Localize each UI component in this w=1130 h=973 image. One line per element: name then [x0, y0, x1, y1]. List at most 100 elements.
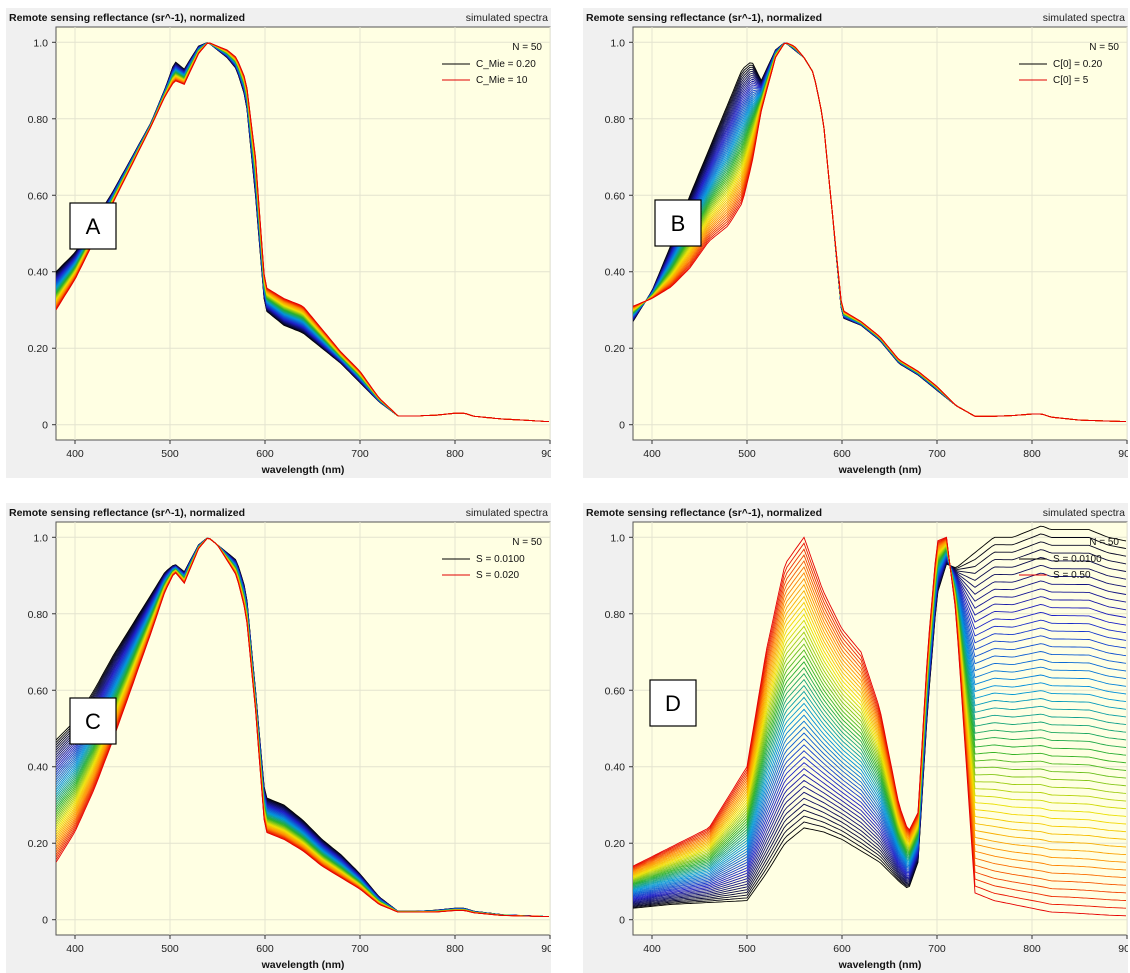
series-group: [633, 525, 1127, 917]
series-line: [633, 554, 1127, 895]
y-tick-label: 1.0: [610, 37, 625, 49]
legend-label: C[0] = 5: [1053, 75, 1089, 86]
legend-count: N = 50: [1089, 537, 1119, 548]
x-tick-label: 700: [928, 448, 946, 460]
series-group: [633, 42, 1127, 423]
series-line: [633, 541, 1127, 875]
legend-count: N = 50: [1089, 42, 1119, 53]
x-tick-label: 500: [161, 448, 179, 460]
series-line: [633, 549, 1127, 888]
x-tick-label: 800: [446, 943, 464, 955]
y-tick-label: 0.60: [605, 190, 626, 202]
x-tick-label: 600: [833, 448, 851, 460]
series-line: [633, 538, 1127, 886]
y-tick-label: 0.60: [28, 685, 49, 697]
chart-title: Remote sensing reflectance (sr^-1), norm…: [586, 507, 822, 519]
x-tick-label: 800: [1023, 448, 1041, 460]
x-axis-label: wavelength (nm): [261, 464, 345, 476]
panel-letter: B: [671, 211, 686, 236]
series-line: [633, 547, 1127, 885]
x-tick-label: 400: [66, 943, 84, 955]
chart-svg: Remote sensing reflectance (sr^-1), norm…: [583, 8, 1128, 478]
series-line: [633, 548, 1127, 886]
series-line: [633, 557, 1127, 901]
plot-area: [55, 26, 551, 441]
series-line: [633, 543, 1127, 878]
series-line: [633, 549, 1127, 907]
y-tick-label: 0.80: [28, 609, 49, 621]
x-tick-label: 700: [928, 943, 946, 955]
y-tick-label: 0: [619, 915, 625, 927]
series-line: [633, 560, 1127, 905]
x-tick-label: 600: [256, 448, 274, 460]
x-tick-label: 900: [541, 448, 551, 460]
y-tick-label: 0.40: [28, 267, 49, 279]
series-line: [633, 42, 1127, 423]
x-axis-label: wavelength (nm): [838, 464, 922, 476]
x-tick-label: 600: [833, 943, 851, 955]
series-line: [633, 555, 1127, 897]
series-line: [633, 540, 1127, 874]
x-tick-label: 800: [446, 448, 464, 460]
legend-label: S = 0.0100: [1053, 554, 1102, 565]
series-line: [633, 544, 1127, 881]
x-tick-label: 700: [351, 943, 369, 955]
x-tick-label: 900: [1118, 448, 1128, 460]
series-line: [633, 543, 1127, 879]
series-line: [633, 552, 1127, 894]
y-tick-label: 0.80: [28, 114, 49, 126]
series-line: [633, 545, 1127, 883]
series-line: [633, 558, 1127, 901]
y-tick-label: 0.20: [605, 838, 626, 850]
y-tick-label: 0.60: [28, 190, 49, 202]
y-tick-label: 0: [42, 915, 48, 927]
y-tick-label: 1.0: [610, 532, 625, 544]
series-line: [633, 542, 1127, 877]
series-line: [633, 559, 1127, 903]
series-line: [633, 550, 1127, 889]
chart-panel-c: Remote sensing reflectance (sr^-1), norm…: [6, 503, 551, 973]
x-axis-label: wavelength (nm): [838, 959, 922, 971]
chart-svg: Remote sensing reflectance (sr^-1), norm…: [6, 8, 551, 478]
series-line: [633, 555, 1127, 898]
y-tick-label: 1.0: [33, 532, 48, 544]
series-line: [633, 551, 1127, 891]
series-line: [633, 533, 1127, 908]
series-line: [633, 540, 1127, 873]
series-line: [633, 553, 1127, 895]
series-line: [633, 549, 1127, 889]
chart-panel-d: Remote sensing reflectance (sr^-1), norm…: [583, 503, 1128, 973]
legend-label: S = 0.020: [476, 570, 520, 581]
panel-letter-box: [69, 202, 117, 250]
x-tick-label: 500: [738, 943, 756, 955]
series-line: [633, 537, 1127, 901]
series-line: [633, 559, 1127, 904]
chart-svg: Remote sensing reflectance (sr^-1), norm…: [583, 503, 1128, 973]
panel-letter: C: [85, 709, 101, 734]
y-tick-label: 0.40: [605, 267, 626, 279]
series-line: [633, 547, 1127, 884]
x-tick-label: 800: [1023, 943, 1041, 955]
chart-panel-b: Remote sensing reflectance (sr^-1), norm…: [583, 8, 1128, 478]
x-tick-label: 600: [256, 943, 274, 955]
y-tick-label: 0.40: [605, 762, 626, 774]
series-line: [56, 537, 549, 918]
chart-title: Remote sensing reflectance (sr^-1), norm…: [586, 12, 822, 24]
plot-area: [55, 521, 551, 936]
corner-label: simulated spectra: [1043, 12, 1125, 24]
y-tick-label: 0.20: [605, 343, 626, 355]
series-line: [633, 539, 1127, 879]
series-line: [633, 536, 1127, 917]
series-line: [633, 548, 1127, 887]
series-line: [633, 550, 1127, 890]
series-group: [56, 537, 550, 918]
panel-letter-box: [69, 697, 117, 745]
legend-label: C[0] = 0.20: [1053, 59, 1103, 70]
x-tick-label: 900: [1118, 943, 1128, 955]
series-line: [56, 42, 550, 423]
chart-panel-a: Remote sensing reflectance (sr^-1), norm…: [6, 8, 551, 478]
series-line: [633, 538, 1127, 894]
series-line: [633, 557, 1127, 906]
y-tick-label: 0.20: [28, 343, 49, 355]
x-tick-label: 400: [643, 448, 661, 460]
